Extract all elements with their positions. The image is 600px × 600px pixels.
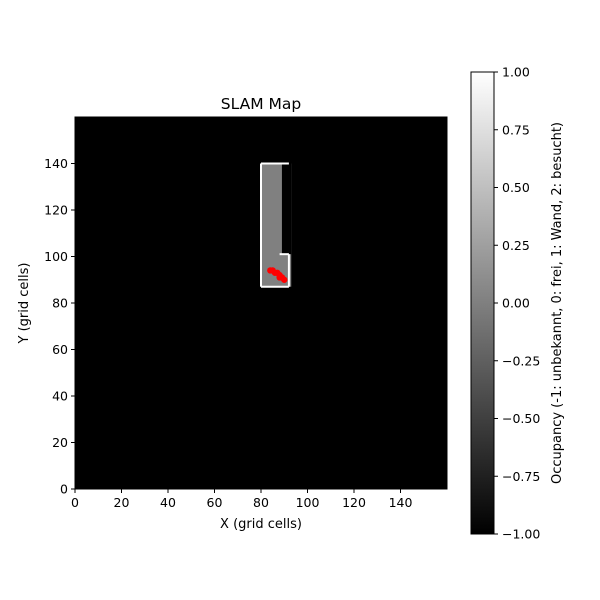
y-tick-label: 120 bbox=[44, 203, 68, 218]
visited-point bbox=[281, 276, 288, 283]
colorbar-tick-label: 0.75 bbox=[502, 122, 530, 137]
colorbar-label: Occupancy (-1: unbekannt, 0: frei, 1: Wa… bbox=[550, 122, 565, 484]
x-tick-label: 140 bbox=[389, 495, 413, 510]
y-tick-label: 60 bbox=[52, 342, 68, 357]
y-axis-ticks: 0 20 40 60 80 100 120 140 bbox=[44, 156, 75, 497]
x-tick-label: 60 bbox=[207, 495, 223, 510]
x-tick-label: 40 bbox=[160, 495, 176, 510]
y-axis-label: Y (grid cells) bbox=[17, 263, 32, 345]
y-tick-label: 40 bbox=[52, 389, 68, 404]
colorbar-tick-label: −0.75 bbox=[502, 469, 540, 484]
heatmap-plot-area bbox=[74, 116, 448, 490]
y-tick-label: 0 bbox=[60, 482, 68, 497]
x-axis-label: X (grid cells) bbox=[220, 517, 302, 532]
colorbar-tick-label: −0.25 bbox=[502, 353, 540, 368]
x-tick-label: 80 bbox=[253, 495, 269, 510]
colorbar: 1.00 0.75 0.50 0.25 0.00 −0.25 −0.50 −0.75 −1.00… bbox=[470, 65, 565, 542]
y-tick-label: 100 bbox=[44, 249, 68, 264]
colorbar-tick-label: −1.00 bbox=[502, 527, 540, 542]
occupancy-layer bbox=[260, 162, 292, 288]
colorbar-tick-label: 0.25 bbox=[502, 238, 530, 253]
unknown-notch bbox=[281, 163, 292, 255]
colorbar-tick-label: 1.00 bbox=[502, 65, 530, 80]
colorbar-ticks: 1.00 0.75 0.50 0.25 0.00 −0.25 −0.50 −0.75 −1.00 bbox=[494, 65, 540, 542]
y-tick-label: 140 bbox=[44, 156, 68, 171]
x-tick-label: 20 bbox=[114, 495, 130, 510]
chart-title: SLAM Map bbox=[221, 95, 301, 113]
x-tick-label: 100 bbox=[296, 495, 320, 510]
x-axis-ticks: 0 20 40 60 80 100 120 140 bbox=[71, 489, 412, 510]
y-tick-label: 80 bbox=[52, 296, 68, 311]
colorbar-tick-label: −0.50 bbox=[502, 411, 540, 426]
colorbar-tick-label: 0.50 bbox=[502, 180, 530, 195]
colorbar-tick-label: 0.00 bbox=[502, 296, 530, 311]
y-tick-label: 20 bbox=[52, 435, 68, 450]
x-tick-label: 0 bbox=[71, 495, 79, 510]
x-tick-label: 120 bbox=[342, 495, 366, 510]
colorbar-gradient bbox=[470, 71, 495, 535]
